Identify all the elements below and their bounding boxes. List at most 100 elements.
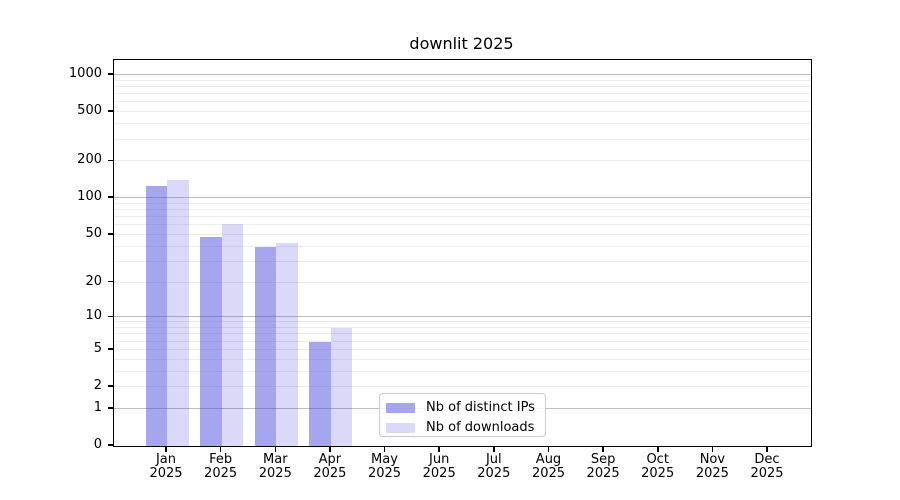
gridline-minor	[114, 327, 811, 328]
y-axis-tick	[108, 315, 113, 317]
bar-downloads	[221, 223, 244, 446]
gridline-minor	[114, 224, 811, 226]
gridline-minor	[114, 340, 811, 342]
x-axis-month-label: Jan 2025	[136, 453, 196, 481]
y-axis-tick	[108, 73, 113, 75]
y-axis-tick-label: 1000	[68, 66, 102, 81]
gridline-minor	[114, 333, 811, 335]
x-axis-tick	[493, 446, 495, 452]
gridline-minor	[114, 321, 811, 323]
y-axis-tick-label: 100	[77, 189, 102, 205]
month-year: 2025	[531, 466, 566, 481]
x-axis-tick	[438, 446, 440, 452]
y-axis-tick-label: 0	[93, 437, 102, 452]
x-axis-month-label: Jul 2025	[464, 453, 524, 481]
month-name: Jan	[155, 452, 177, 467]
gridline-minor	[114, 93, 811, 95]
gridline-major	[114, 316, 811, 318]
gridline-major	[114, 74, 811, 75]
legend-label-downloads: Nb of downloads	[426, 420, 535, 435]
legend-label-distinct-ips: Nb of distinct IPs	[426, 400, 535, 415]
legend-swatch-downloads	[386, 422, 415, 433]
gridline-minor	[114, 202, 811, 204]
y-axis-tick-label: 20	[85, 273, 102, 289]
legend-row-downloads: Nb of downloads	[386, 419, 538, 436]
gridline-minor	[114, 216, 811, 218]
x-axis-month-label: Dec 2025	[737, 453, 797, 481]
bar-downloads	[330, 328, 353, 446]
gridline-minor	[114, 111, 811, 113]
bar-distinct-ips	[145, 186, 167, 446]
gridline-major	[114, 197, 811, 199]
x-axis-month-label: Apr 2025	[300, 453, 360, 481]
gridline-minor	[114, 386, 811, 387]
legend-row-distinct-ips: Nb of distinct IPs	[386, 399, 538, 416]
y-axis-tick-label: 50	[85, 225, 102, 241]
month-year: 2025	[586, 466, 620, 481]
chart-title: downlit 2025	[409, 34, 514, 53]
y-axis-tick	[108, 444, 113, 446]
y-axis-tick-label: 5	[93, 340, 102, 356]
x-axis-month-label: Feb 2025	[191, 453, 251, 481]
month-year: 2025	[258, 466, 292, 481]
x-axis-month-label: Sep 2025	[573, 453, 633, 481]
y-axis-tick	[108, 196, 113, 198]
y-axis-tick	[108, 407, 113, 409]
month-name: Mar	[263, 452, 288, 467]
x-axis-month-label: Mar 2025	[245, 453, 305, 481]
x-axis-tick	[766, 446, 768, 452]
y-axis-tick	[108, 348, 113, 350]
gridline-minor	[114, 281, 811, 283]
month-year: 2025	[641, 466, 675, 481]
plot-area	[113, 59, 812, 447]
bar-distinct-ips	[309, 341, 331, 446]
month-name: Jun	[429, 452, 450, 467]
month-name: Aug	[535, 452, 562, 467]
x-axis-tick	[219, 446, 222, 452]
y-axis-tick-label: 10	[85, 308, 102, 324]
gridline-minor	[114, 245, 811, 247]
y-axis-tick	[108, 233, 113, 235]
legend-swatch-distinct-ips	[386, 402, 415, 413]
gridline-minor	[114, 86, 811, 87]
legend: Nb of distinct IPs Nb of downloads	[379, 393, 546, 437]
month-name: Jul	[485, 452, 502, 467]
x-axis-tick	[165, 446, 167, 452]
month-year: 2025	[149, 466, 183, 481]
bar-downloads	[276, 242, 298, 446]
y-axis-tick-label: 500	[77, 103, 102, 119]
month-name: Nov	[699, 452, 726, 467]
x-axis-month-label: May 2025	[355, 453, 415, 481]
x-axis-month-label: Aug 2025	[519, 453, 579, 481]
x-axis-tick	[711, 446, 714, 452]
y-axis-tick-label: 2	[93, 378, 102, 393]
y-axis-tick-label: 200	[77, 152, 102, 168]
month-name: Dec	[754, 452, 780, 467]
month-name: Oct	[646, 452, 669, 467]
x-axis-month-label: Oct 2025	[628, 453, 688, 481]
month-year: 2025	[204, 466, 238, 481]
month-year: 2025	[367, 466, 402, 481]
month-year: 2025	[422, 466, 456, 481]
month-year: 2025	[313, 466, 347, 481]
month-name: May	[371, 452, 398, 467]
month-name: Feb	[209, 452, 233, 467]
gridline-minor	[114, 138, 811, 140]
x-axis-tick	[602, 446, 604, 452]
gridline-minor	[114, 260, 811, 262]
month-name: Sep	[590, 452, 616, 467]
x-axis-month-label: Jun 2025	[409, 453, 469, 481]
gridline-minor	[114, 123, 811, 125]
gridline-minor	[114, 79, 811, 81]
gridline-minor	[114, 160, 811, 162]
y-axis-tick	[108, 385, 113, 387]
month-year: 2025	[477, 466, 511, 481]
bar-distinct-ips	[254, 246, 277, 446]
x-axis-tick	[274, 446, 276, 452]
bar-distinct-ips	[200, 237, 222, 446]
gridline-minor	[114, 348, 811, 350]
gridline-minor	[114, 358, 811, 360]
gridline-minor	[114, 370, 811, 372]
x-axis-tick	[383, 446, 386, 452]
